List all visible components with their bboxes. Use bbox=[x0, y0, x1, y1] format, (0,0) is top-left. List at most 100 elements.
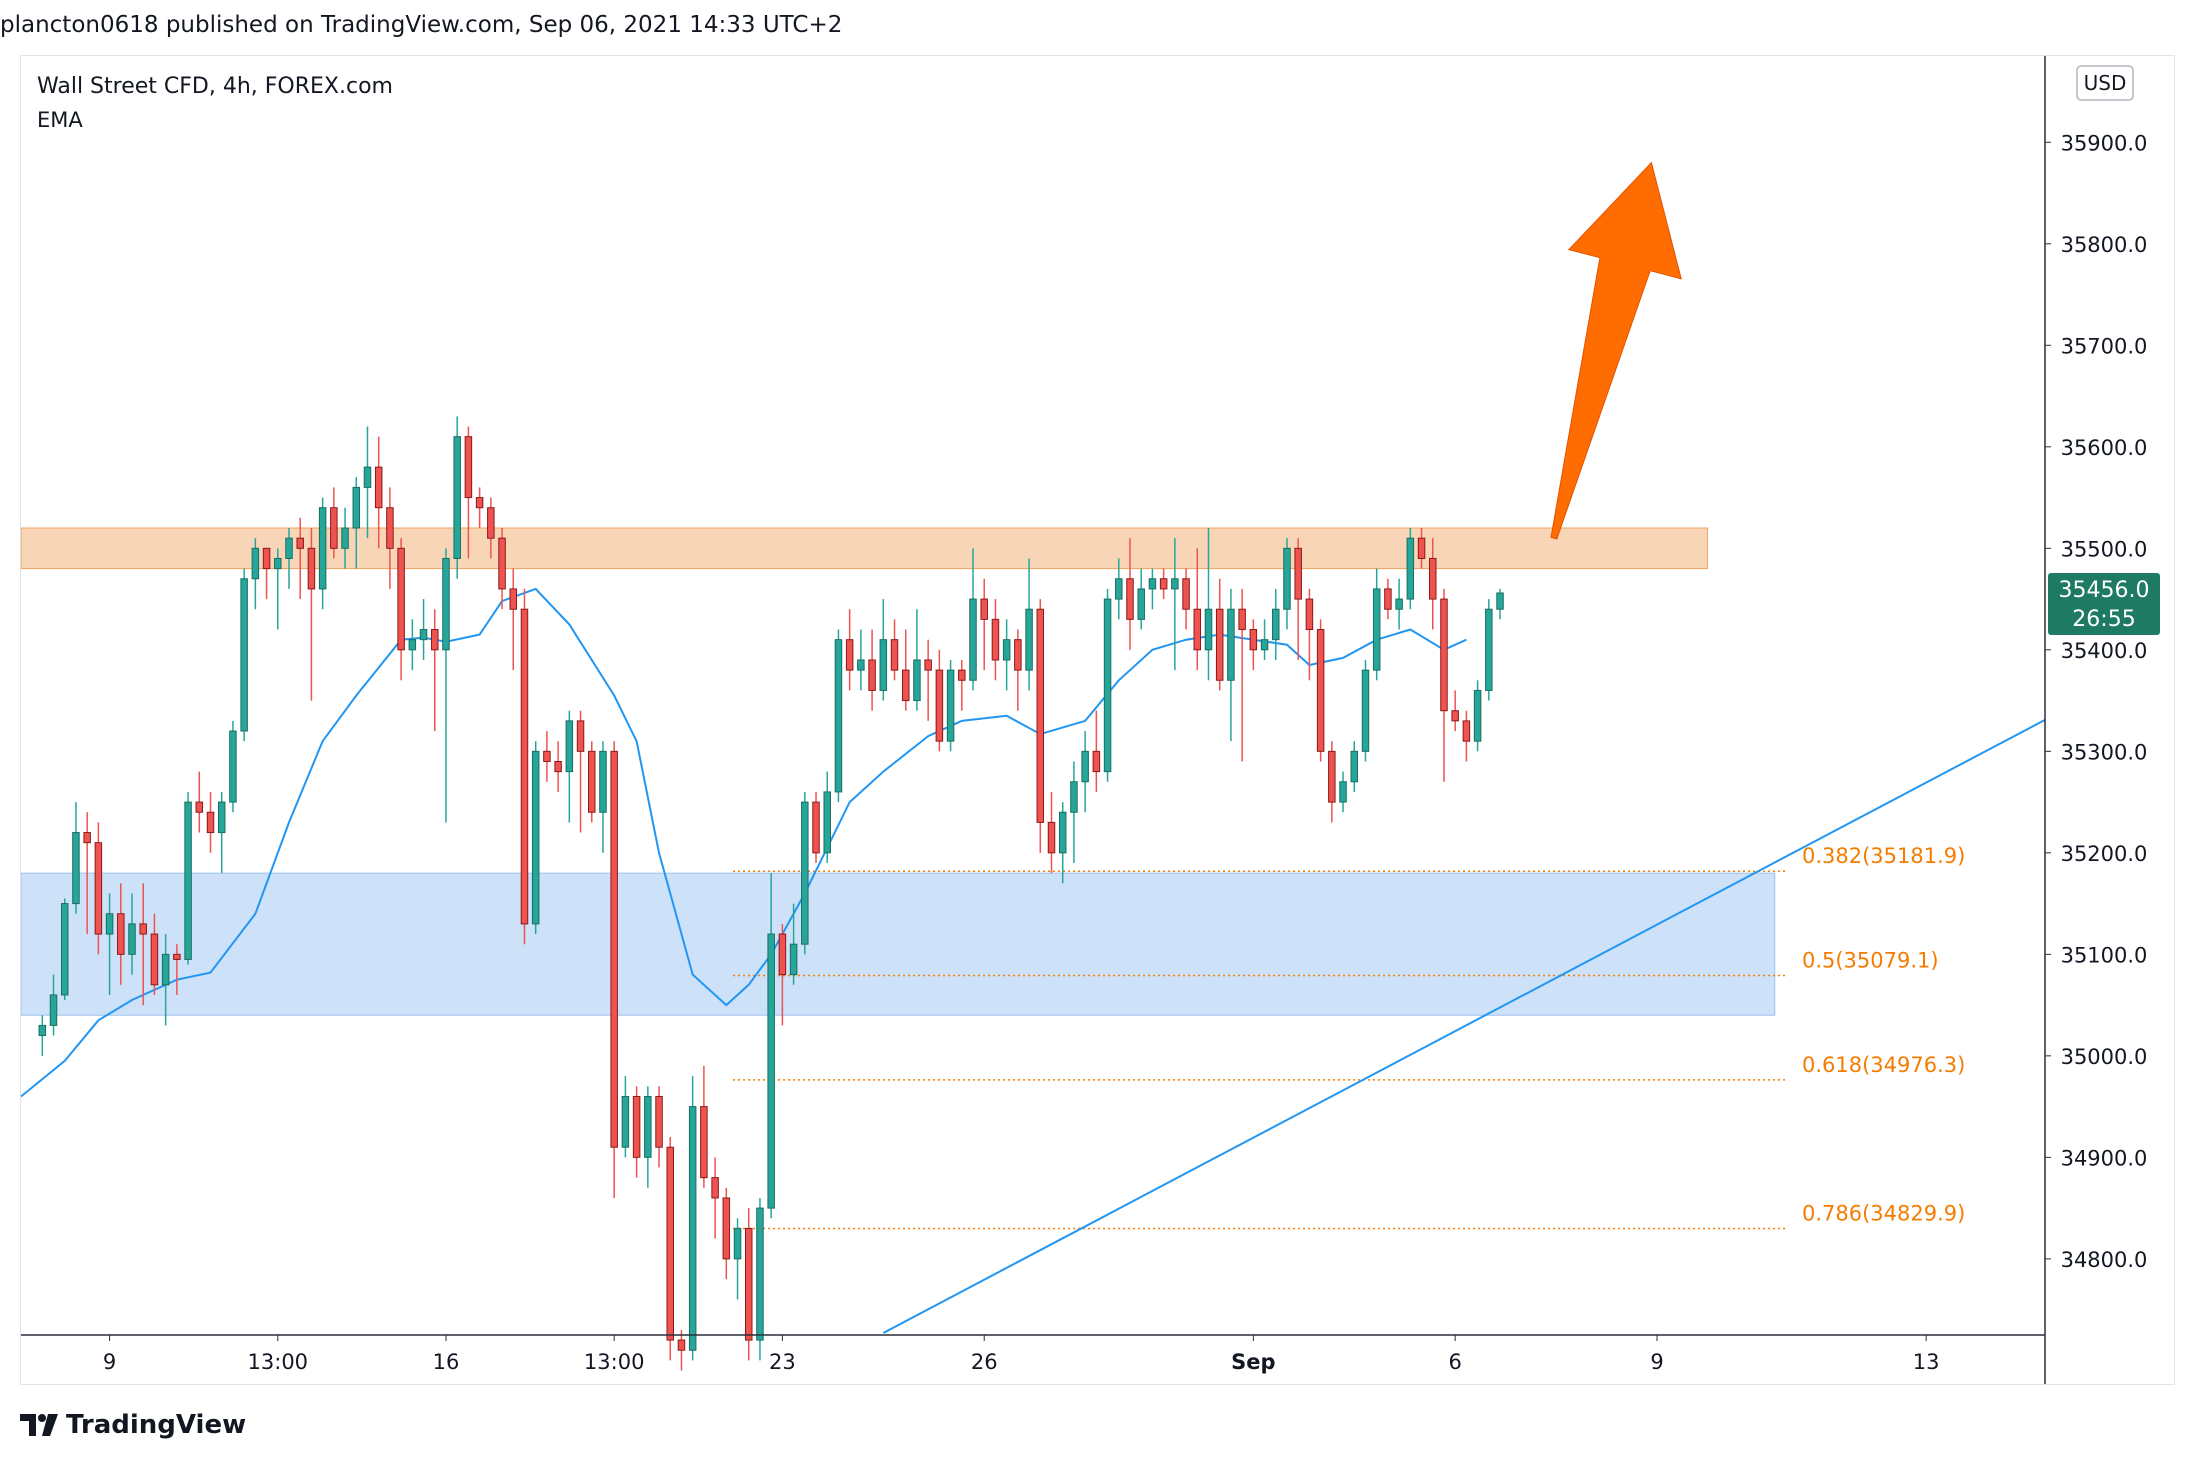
candle[interactable] bbox=[83, 812, 91, 935]
candle[interactable] bbox=[1417, 528, 1426, 569]
candle[interactable] bbox=[318, 497, 327, 610]
candle[interactable] bbox=[1159, 568, 1168, 600]
candle[interactable] bbox=[1148, 568, 1157, 610]
candle[interactable] bbox=[767, 873, 775, 1219]
chart-frame[interactable]: 0.382(35181.9) 0.5(35079.1) 0.618(34976.3)… bbox=[20, 55, 2175, 1385]
candle[interactable] bbox=[531, 741, 540, 935]
candle[interactable] bbox=[1485, 599, 1493, 701]
trendline[interactable] bbox=[882, 718, 2046, 1334]
candle[interactable] bbox=[1058, 802, 1067, 884]
candle[interactable] bbox=[1182, 568, 1190, 630]
candle[interactable] bbox=[588, 741, 596, 823]
candle[interactable] bbox=[1025, 558, 1033, 691]
candle[interactable] bbox=[744, 1208, 753, 1361]
candle[interactable] bbox=[419, 599, 428, 660]
candle[interactable] bbox=[778, 923, 787, 1026]
candle[interactable] bbox=[1227, 588, 1235, 742]
candle[interactable] bbox=[868, 629, 876, 711]
candle[interactable] bbox=[105, 893, 114, 995]
candle[interactable] bbox=[890, 619, 899, 681]
candle[interactable] bbox=[901, 629, 910, 711]
candle[interactable] bbox=[1036, 599, 1045, 853]
candle[interactable] bbox=[475, 487, 484, 529]
candle[interactable] bbox=[38, 1015, 47, 1056]
candle[interactable] bbox=[240, 568, 248, 742]
candle[interactable] bbox=[1440, 588, 1448, 782]
candle[interactable] bbox=[1496, 588, 1504, 620]
candle[interactable] bbox=[251, 538, 260, 610]
candle[interactable] bbox=[1384, 578, 1392, 620]
candle[interactable] bbox=[1429, 538, 1437, 630]
candle[interactable] bbox=[520, 588, 529, 945]
candle[interactable] bbox=[1014, 629, 1022, 711]
candle[interactable] bbox=[688, 1076, 697, 1361]
candle[interactable] bbox=[195, 771, 204, 833]
candle[interactable] bbox=[408, 619, 417, 671]
candle[interactable] bbox=[554, 741, 562, 792]
candle[interactable] bbox=[1350, 741, 1359, 792]
candle[interactable] bbox=[991, 599, 1000, 681]
candle[interactable] bbox=[431, 609, 439, 732]
candle[interactable] bbox=[229, 720, 237, 813]
candle[interactable] bbox=[913, 609, 921, 711]
candle[interactable] bbox=[374, 436, 383, 549]
candle[interactable] bbox=[543, 731, 551, 782]
candle[interactable] bbox=[363, 426, 372, 539]
up-arrow-annotation[interactable] bbox=[1550, 161, 1682, 540]
candle[interactable] bbox=[1249, 619, 1258, 671]
candle[interactable] bbox=[72, 802, 80, 914]
candle[interactable] bbox=[307, 528, 316, 701]
candle[interactable] bbox=[666, 1137, 674, 1361]
candle[interactable] bbox=[565, 710, 574, 823]
candle[interactable] bbox=[946, 659, 955, 752]
candle[interactable] bbox=[621, 1076, 630, 1158]
candle[interactable] bbox=[733, 1218, 742, 1300]
candle[interactable] bbox=[576, 710, 585, 833]
candle[interactable] bbox=[262, 547, 271, 600]
candle[interactable] bbox=[610, 741, 618, 1198]
candle[interactable] bbox=[1328, 741, 1336, 823]
candle[interactable] bbox=[1339, 771, 1347, 813]
candle[interactable] bbox=[49, 974, 58, 1036]
candle[interactable] bbox=[453, 416, 461, 579]
candle[interactable] bbox=[1047, 791, 1056, 874]
candle[interactable] bbox=[1316, 619, 1325, 762]
legend-symbol[interactable]: Wall Street CFD, 4h, FOREX.com bbox=[37, 74, 393, 99]
candle[interactable] bbox=[509, 568, 518, 671]
candle[interactable] bbox=[1204, 528, 1213, 681]
candle[interactable] bbox=[1451, 690, 1459, 732]
candle[interactable] bbox=[1462, 710, 1471, 762]
support-zone[interactable] bbox=[21, 872, 1776, 1016]
candle[interactable] bbox=[442, 548, 450, 823]
candle[interactable] bbox=[1260, 619, 1269, 660]
candle[interactable] bbox=[217, 791, 226, 874]
legend-indicator[interactable]: EMA bbox=[37, 108, 83, 132]
candle[interactable] bbox=[1473, 680, 1482, 752]
candle[interactable] bbox=[161, 934, 170, 1026]
candle[interactable] bbox=[1126, 538, 1134, 650]
candle[interactable] bbox=[150, 913, 159, 995]
candle[interactable] bbox=[789, 903, 798, 985]
candle[interactable] bbox=[655, 1086, 663, 1168]
candle[interactable] bbox=[1092, 710, 1101, 792]
candle[interactable] bbox=[296, 517, 304, 600]
candle[interactable] bbox=[173, 944, 181, 995]
candle[interactable] bbox=[722, 1187, 731, 1280]
candle[interactable] bbox=[386, 487, 394, 589]
candle[interactable] bbox=[812, 791, 820, 863]
currency-label[interactable]: USD bbox=[2076, 65, 2134, 101]
candle[interactable] bbox=[128, 893, 136, 975]
candle[interactable] bbox=[1361, 659, 1370, 762]
candle[interactable] bbox=[117, 883, 125, 985]
candle[interactable] bbox=[60, 898, 69, 1001]
candle[interactable] bbox=[857, 629, 865, 691]
candle[interactable] bbox=[1171, 538, 1179, 671]
candle[interactable] bbox=[1283, 538, 1291, 630]
candle[interactable] bbox=[1238, 588, 1246, 762]
candle[interactable] bbox=[274, 548, 282, 630]
candle[interactable] bbox=[879, 599, 888, 701]
candle[interactable] bbox=[1070, 761, 1078, 863]
candle[interactable] bbox=[285, 528, 293, 589]
candle[interactable] bbox=[1406, 528, 1415, 610]
candle[interactable] bbox=[1081, 731, 1089, 813]
